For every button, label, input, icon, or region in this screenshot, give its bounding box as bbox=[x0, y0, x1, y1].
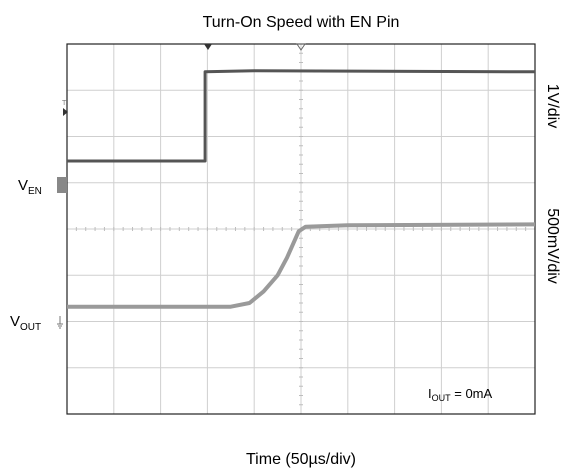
en-ground-marker bbox=[57, 177, 67, 193]
en-scale-label: 1V/div bbox=[544, 84, 561, 128]
out-ground-marker bbox=[57, 316, 63, 329]
trace-en bbox=[67, 69, 536, 163]
chart-title: Turn-On Speed with EN Pin bbox=[203, 14, 400, 31]
traces bbox=[67, 69, 536, 309]
trigger-level-marker bbox=[63, 108, 68, 116]
load-current-annotation: IOUT = 0mA bbox=[428, 386, 492, 403]
trace-out bbox=[67, 222, 536, 309]
trigger-level-tag: T bbox=[62, 100, 67, 107]
trigger-marker bbox=[204, 44, 212, 50]
out-scale-label: 500mV/div bbox=[544, 208, 561, 284]
series-label-en: VEN bbox=[18, 177, 42, 197]
x-axis-label: Time (50µs/div) bbox=[246, 451, 356, 468]
series-label-out: VOUT bbox=[10, 313, 41, 333]
trigger-position-marker bbox=[296, 43, 306, 51]
